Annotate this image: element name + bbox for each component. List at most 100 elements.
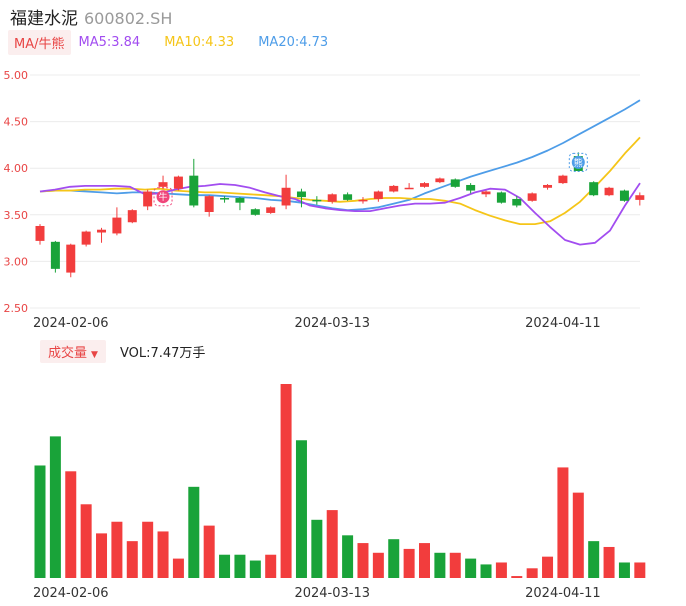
candle-body <box>358 199 368 202</box>
ma20-line <box>39 99 641 212</box>
price-axis-label: 4.50 <box>4 116 29 129</box>
candle-body <box>496 192 506 203</box>
candle-body <box>112 217 122 234</box>
volume-date-axis-label: 2024-02-06 <box>33 586 109 601</box>
price-axis-label: 3.00 <box>4 255 29 268</box>
bull-marker-icon-label: 牛 <box>159 191 168 203</box>
volume-bar <box>388 539 400 578</box>
date-axis-label: 2024-03-13 <box>294 316 370 331</box>
candle-body <box>81 231 91 245</box>
volume-bar <box>188 486 200 578</box>
volume-bar <box>249 560 261 578</box>
volume-bar <box>111 521 123 578</box>
candle-body <box>266 207 276 213</box>
stock-title: 福建水泥 600802.SH <box>10 4 172 29</box>
candle-body <box>189 175 199 206</box>
volume-bar <box>403 548 415 578</box>
candle-body <box>558 175 568 184</box>
price-axis-label: 2.50 <box>4 302 29 315</box>
candle-body <box>435 178 445 183</box>
candle-body <box>420 183 429 187</box>
volume-bar <box>572 492 584 578</box>
volume-bar <box>357 543 369 578</box>
volume-bar <box>372 552 384 578</box>
volume-bar <box>634 562 646 578</box>
candle-body <box>404 187 414 190</box>
volume-bar <box>142 521 154 578</box>
ma5-value: MA5:3.84 <box>78 34 141 50</box>
candle-body <box>204 196 214 213</box>
volume-bar <box>219 554 231 578</box>
volume-bar <box>495 562 507 578</box>
volume-bar <box>526 568 538 578</box>
ma5-line <box>39 182 641 246</box>
volume-value: VOL:7.47万手 <box>119 345 206 361</box>
candle-body <box>327 194 337 202</box>
candle-body <box>250 209 260 215</box>
volume-bar <box>126 541 138 578</box>
volume-bar <box>49 436 61 578</box>
candle-body <box>466 184 476 191</box>
volume-date-axis-label: 2024-04-11 <box>525 586 601 601</box>
volume-bar <box>434 552 446 578</box>
candle-body <box>527 193 537 201</box>
price-axis-label: 3.50 <box>4 209 29 222</box>
volume-bar <box>511 576 523 578</box>
bull-marker-icon <box>156 190 170 204</box>
volume-bar <box>203 525 215 578</box>
ma10-line <box>39 136 641 226</box>
volume-bar <box>542 556 554 578</box>
volume-bar <box>326 510 338 578</box>
volume-bar <box>588 541 600 578</box>
price-axis-label: 4.00 <box>4 162 29 175</box>
candle-body <box>35 225 45 241</box>
candle-body <box>143 191 153 207</box>
date-axis-label: 2024-04-11 <box>525 316 601 331</box>
ma20-value: MA20:4.73 <box>258 34 329 50</box>
volume-bar <box>280 384 292 578</box>
bear-marker-icon <box>571 155 585 169</box>
volume-bar <box>34 465 46 578</box>
volume-bar <box>618 562 630 578</box>
candle-body <box>66 244 76 273</box>
candle-body <box>589 182 599 196</box>
volume-date-axis-label: 2024-03-13 <box>294 586 370 601</box>
candle-body <box>389 185 399 192</box>
volume-legend: 成交量 ▼ VOL:7.47万手 <box>40 339 206 363</box>
candle-body <box>127 210 137 223</box>
candle-body <box>604 187 614 196</box>
price-axis-label: 5.00 <box>4 69 29 82</box>
volume-bar <box>80 504 92 578</box>
volume-bar <box>311 519 323 578</box>
candle-body <box>50 241 60 269</box>
caret-down-icon: ▼ <box>91 349 98 360</box>
candle-body <box>173 176 183 189</box>
candle-body <box>619 190 629 201</box>
volume-indicator-dropdown[interactable]: 成交量 ▼ <box>40 339 106 363</box>
stock-name: 福建水泥 <box>10 9 78 29</box>
bull-marker-icon-frame <box>153 187 173 207</box>
candle-body <box>450 179 460 187</box>
bear-marker-icon-label: 熊 <box>574 157 583 169</box>
candle-body <box>158 182 168 187</box>
volume-bar <box>557 467 569 578</box>
ma-toggle-button[interactable]: MA/牛熊 <box>8 29 71 55</box>
candle-body <box>373 191 383 199</box>
ma-legend: MA/牛熊 MA5:3.84 MA10:4.33 MA20:4.73 <box>8 29 352 55</box>
candle-body <box>343 194 353 200</box>
stock-code: 600802.SH <box>84 9 173 28</box>
candle-body <box>220 198 230 200</box>
volume-indicator-label: 成交量 <box>48 345 88 361</box>
volume-bar <box>96 533 108 578</box>
candle-body <box>296 191 306 198</box>
volume-bar <box>65 471 77 578</box>
volume-bar <box>234 554 246 578</box>
date-axis-label: 2024-02-06 <box>33 316 109 331</box>
volume-bar <box>449 552 461 578</box>
volume-bar <box>295 440 307 578</box>
candle-body <box>543 184 553 188</box>
volume-bar <box>480 564 492 578</box>
candle-body <box>97 229 107 233</box>
volume-bar <box>157 531 169 578</box>
